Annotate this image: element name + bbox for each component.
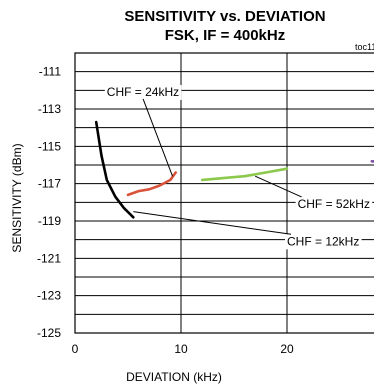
series-line: [94, 120, 135, 219]
y-tick-label: -125: [37, 326, 61, 340]
x-tick-label: 10: [174, 342, 188, 356]
y-tick-label: -113: [38, 102, 61, 116]
x-tick-label: 0: [72, 342, 79, 356]
annotation-label: CHF = 24kHz: [107, 85, 179, 99]
plot-frame: [74, 52, 374, 334]
y-tick-label: -117: [38, 177, 61, 191]
chart-title: SENSITIVITY vs. DEVIATION: [124, 8, 325, 25]
y-tick-label: -121: [37, 251, 61, 265]
annotation-background: [104, 84, 182, 100]
x-tick-label: 20: [280, 342, 294, 356]
annotation-leader: [133, 211, 292, 235]
annotation-leader: [254, 175, 302, 198]
x-tick-labels: 01020304050607080: [72, 342, 294, 356]
y-tick-label: -115: [38, 139, 61, 153]
annotation-background: [285, 234, 362, 250]
annotation-label: CHF = 12kHz: [287, 234, 359, 248]
y-tick-label: -111: [39, 65, 62, 79]
series-line: [126, 171, 177, 197]
y-tick-label: -123: [37, 289, 61, 303]
y-tick-labels: -111 -113 -115 -117 -119 -121 -123 -125: [37, 65, 61, 340]
annotation-background: [295, 196, 373, 212]
y-axis-label: SENSITIVITY (dBm): [10, 143, 24, 252]
annotation-label: CHF = 52kHz: [298, 197, 370, 211]
chart-tag: toc11: [355, 42, 374, 52]
y-tick-label: -119: [38, 214, 61, 228]
chart-subtitle: FSK, IF = 400kHz: [165, 27, 285, 44]
annotation-leader: [142, 98, 173, 177]
series-lines: [94, 120, 374, 219]
x-axis-label: DEVIATION (kHz): [126, 370, 222, 384]
series-line: [200, 167, 289, 182]
